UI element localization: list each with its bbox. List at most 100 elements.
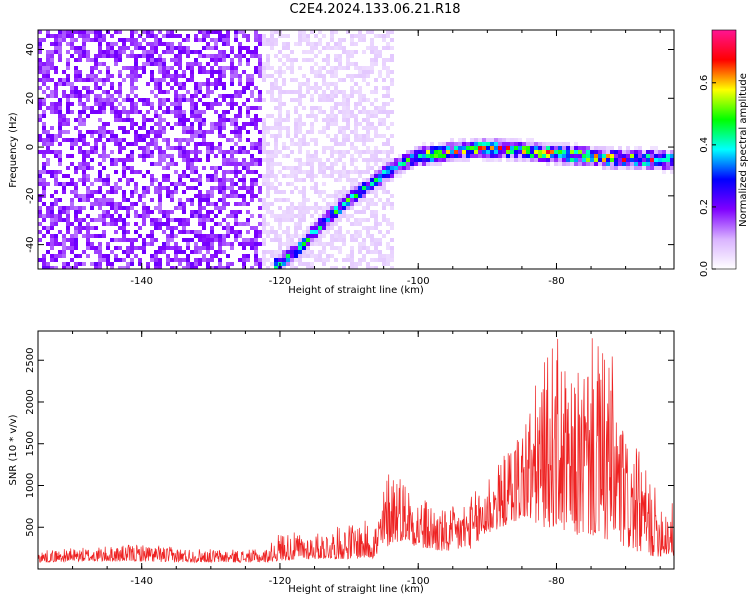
heatmap-cell	[298, 34, 302, 38]
heatmap-cell	[334, 258, 338, 262]
heatmap-cell	[206, 54, 210, 58]
heatmap-cell	[386, 58, 390, 62]
heatmap-cell	[206, 70, 210, 74]
heatmap-cell	[174, 110, 178, 114]
heatmap-cell	[126, 110, 130, 114]
heatmap-cell	[54, 46, 58, 50]
heatmap-cell	[50, 226, 54, 230]
heatmap-cell	[250, 214, 254, 218]
heatmap-cell	[190, 70, 194, 74]
heatmap-cell	[286, 198, 290, 202]
heatmap-cell	[302, 134, 306, 138]
heatmap-cell	[214, 78, 218, 82]
heatmap-cell	[306, 114, 310, 118]
heatmap-cell	[666, 150, 670, 154]
heatmap-cell	[46, 266, 50, 269]
heatmap-cell	[306, 86, 310, 90]
heatmap-cell	[274, 106, 278, 110]
heatmap-cell	[266, 130, 270, 134]
heatmap-cell	[166, 214, 170, 218]
heatmap-cell	[486, 154, 490, 158]
heatmap-cell	[290, 242, 294, 246]
heatmap-cell	[142, 66, 146, 70]
heatmap-cell	[358, 230, 362, 234]
heatmap-cell	[362, 134, 366, 138]
heatmap-cell	[206, 46, 210, 50]
heatmap-cell	[158, 66, 162, 70]
heatmap-cell	[310, 178, 314, 182]
heatmap-cell	[358, 98, 362, 102]
heatmap-cell	[62, 30, 66, 34]
heatmap-cell	[438, 150, 442, 154]
heatmap-cell	[326, 194, 330, 198]
heatmap-cell	[546, 146, 550, 150]
heatmap-cell	[286, 58, 290, 62]
heatmap-cell	[566, 142, 570, 146]
heatmap-cell	[202, 70, 206, 74]
heatmap-cell	[374, 114, 378, 118]
heatmap-cell	[114, 254, 118, 258]
heatmap-cell	[90, 190, 94, 194]
heatmap-cell	[410, 154, 414, 158]
heatmap-cell	[130, 262, 134, 266]
heatmap-cell	[230, 62, 234, 66]
heatmap-cell	[246, 74, 250, 78]
heatmap-cell	[206, 198, 210, 202]
heatmap-cell	[386, 102, 390, 106]
heatmap-cell	[230, 214, 234, 218]
heatmap-cell	[190, 178, 194, 182]
heatmap-cell	[150, 102, 154, 106]
heatmap-cell	[370, 138, 374, 142]
heatmap-cell	[390, 162, 394, 166]
heatmap-cell	[334, 42, 338, 46]
heatmap-cell	[282, 266, 286, 269]
heatmap-cell	[66, 166, 70, 170]
heatmap-cell	[286, 262, 290, 266]
heatmap-cell	[242, 222, 246, 226]
heatmap-cell	[370, 242, 374, 246]
heatmap-cell	[382, 110, 386, 114]
heatmap-cell	[150, 210, 154, 214]
heatmap-cell	[54, 214, 58, 218]
heatmap-cell	[610, 154, 614, 158]
heatmap-cell	[150, 126, 154, 130]
heatmap-cell	[410, 162, 414, 166]
heatmap-cell	[38, 58, 42, 62]
heatmap-cell	[298, 86, 302, 90]
heatmap-cell	[454, 150, 458, 154]
heatmap-cell	[194, 214, 198, 218]
heatmap-cell	[202, 218, 206, 222]
heatmap-cell	[190, 62, 194, 66]
heatmap-cell	[230, 74, 234, 78]
heatmap-cell	[66, 78, 70, 82]
heatmap-cell	[322, 258, 326, 262]
heatmap-cell	[646, 162, 650, 166]
heatmap-cell	[274, 146, 278, 150]
heatmap-cell	[358, 30, 362, 34]
heatmap-cell	[302, 58, 306, 62]
heatmap-cell	[594, 162, 598, 166]
heatmap-cell	[170, 230, 174, 234]
heatmap-cell	[46, 146, 50, 150]
heatmap-cell	[246, 230, 250, 234]
heatmap-cell	[110, 238, 114, 242]
heatmap-cell	[310, 174, 314, 178]
heatmap-cell	[38, 102, 42, 106]
heatmap-cell	[282, 82, 286, 86]
heatmap-cell	[294, 158, 298, 162]
heatmap-cell	[450, 146, 454, 150]
heatmap-cell	[78, 54, 82, 58]
heatmap-cell	[258, 94, 262, 98]
heatmap-cell	[274, 82, 278, 86]
heatmap-cell	[46, 62, 50, 66]
heatmap-cell	[82, 94, 86, 98]
heatmap-cell	[82, 102, 86, 106]
heatmap-cell	[258, 266, 262, 269]
heatmap-cell	[182, 46, 186, 50]
heatmap-cell	[386, 202, 390, 206]
heatmap-cell	[226, 110, 230, 114]
heatmap-cell	[218, 82, 222, 86]
heatmap-cell	[142, 186, 146, 190]
heatmap-cell	[198, 114, 202, 118]
heatmap-cell	[374, 238, 378, 242]
